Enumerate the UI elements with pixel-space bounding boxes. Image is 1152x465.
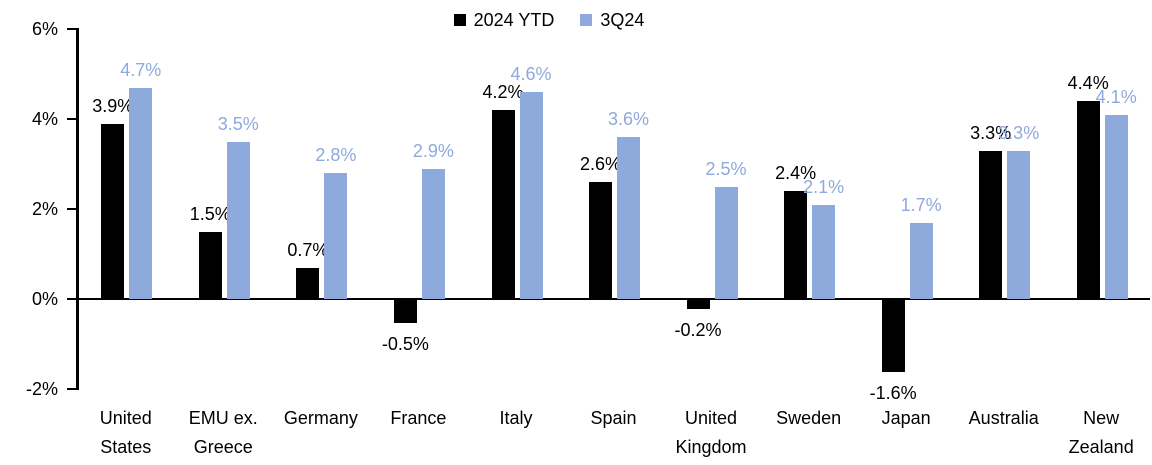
x-axis-line	[76, 298, 1150, 300]
bar-2024-ytd-united-states	[101, 123, 125, 299]
bar-2024-ytd-emu-ex-greece	[198, 231, 222, 299]
value-label-3q24-spain: 3.6%	[607, 109, 650, 129]
category-label-germany: Germany	[283, 408, 358, 428]
y-axis-line	[76, 28, 79, 390]
bar-3q24-germany	[324, 173, 348, 299]
bar-3q24-france	[421, 168, 445, 299]
category-label-united-states: United States	[99, 408, 152, 457]
bar-2024-ytd-united-kingdom	[686, 300, 710, 309]
value-label-3q24-united-states: 4.7%	[120, 59, 162, 80]
category-label-new-zealand: New Zealand	[1068, 408, 1134, 457]
value-label-3q24-united-kingdom: 2.5%	[705, 158, 747, 179]
bar-3q24-spain	[617, 137, 640, 299]
value-label-3q24-sweden: 2.1%	[803, 176, 845, 197]
y-axis-label: 2%	[31, 199, 58, 219]
category-label-australia: Australia	[968, 408, 1039, 428]
y-axis-tick	[67, 298, 77, 300]
legend-label-2024-ytd: 2024 YTD	[473, 10, 555, 30]
bar-3q24-japan	[909, 222, 933, 299]
y-axis-tick	[67, 118, 77, 120]
legend-item-3q24: 3Q24	[580, 7, 644, 33]
y-axis-label: 6%	[31, 19, 58, 39]
bar-2024-ytd-italy	[491, 110, 515, 299]
value-label-2024-ytd-france: -0.5%	[381, 333, 429, 354]
y-axis-tick	[67, 388, 77, 390]
chart-legend: 2024 YTD 3Q24	[0, 7, 1125, 33]
legend-item-2024-ytd: 2024 YTD	[453, 7, 555, 33]
value-label-2024-ytd-sweden: 2.4%	[775, 163, 817, 183]
bar-2024-ytd-sweden	[784, 191, 808, 299]
value-label-2024-ytd-japan: -1.6%	[869, 383, 917, 403]
value-label-3q24-new-zealand: 4.1%	[1095, 86, 1137, 107]
bar-2024-ytd-spain	[589, 182, 612, 299]
category-label-spain: Spain	[590, 408, 637, 428]
legend-label-3q24: 3Q24	[600, 10, 645, 30]
bar-2024-ytd-australia	[979, 150, 1003, 299]
bar-2024-ytd-japan	[881, 300, 905, 372]
bar-3q24-italy	[519, 92, 543, 299]
value-label-2024-ytd-australia: 3.3%	[970, 122, 1012, 143]
category-label-sweden: Sweden	[776, 408, 842, 428]
category-label-united-kingdom: United Kingdom	[675, 408, 747, 457]
value-label-2024-ytd-spain: 2.6%	[579, 154, 622, 174]
bar-3q24-new-zealand	[1104, 114, 1128, 299]
legend-swatch-3q24	[580, 14, 593, 26]
bar-3q24-united-states	[129, 87, 153, 299]
value-label-3q24-france: 2.9%	[412, 140, 454, 161]
y-axis-tick	[67, 208, 77, 210]
bar-3q24-emu-ex-greece	[226, 141, 250, 299]
category-label-italy: Italy	[499, 408, 533, 428]
category-label-japan: Japan	[881, 408, 931, 428]
value-label-2024-ytd-new-zealand: 4.4%	[1067, 73, 1109, 93]
value-label-2024-ytd-italy: 4.2%	[482, 82, 524, 102]
value-label-2024-ytd-united-states: 3.9%	[92, 95, 134, 116]
bar-3q24-united-kingdom	[714, 186, 738, 299]
value-label-2024-ytd-germany: 0.7%	[287, 239, 329, 260]
y-axis-tick	[67, 28, 77, 30]
bar-2024-ytd-france	[393, 300, 417, 323]
bar-2024-ytd-new-zealand	[1076, 101, 1100, 299]
value-label-3q24-emu-ex-greece: 3.5%	[217, 113, 259, 134]
value-label-2024-ytd-emu-ex-greece: 1.5%	[189, 203, 231, 224]
value-label-3q24-australia: 3.3%	[998, 122, 1040, 143]
value-label-3q24-italy: 4.6%	[510, 64, 552, 84]
bar-2024-ytd-germany	[296, 267, 320, 299]
legend-swatch-2024-ytd	[453, 14, 466, 26]
y-axis-label: 4%	[31, 109, 58, 129]
bar-3q24-sweden	[812, 204, 836, 299]
value-label-3q24-japan: 1.7%	[900, 194, 942, 215]
value-label-3q24-germany: 2.8%	[315, 145, 357, 165]
y-axis-label: -2%	[25, 379, 58, 399]
bar-3q24-australia	[1007, 150, 1031, 299]
y-axis-label: 0%	[31, 289, 58, 309]
value-label-2024-ytd-united-kingdom: -0.2%	[674, 320, 722, 340]
category-label-emu-ex-greece: EMU ex. Greece	[188, 408, 258, 457]
category-label-france: France	[390, 408, 447, 428]
